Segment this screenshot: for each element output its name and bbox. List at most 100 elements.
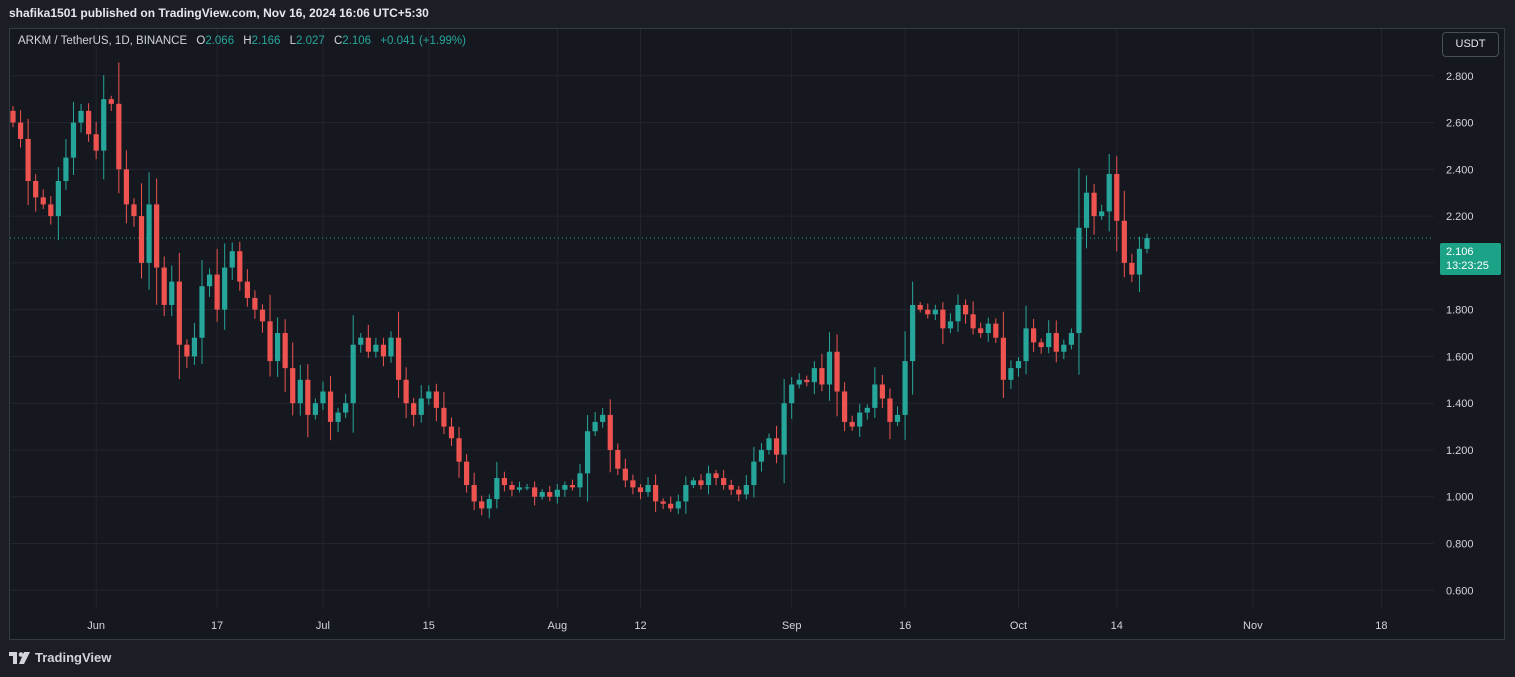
candle	[978, 322, 984, 338]
candle	[705, 465, 712, 495]
candle-body	[282, 333, 288, 369]
last-price-value: 2.106	[1446, 246, 1474, 258]
candle-body	[1008, 368, 1014, 380]
candle-body	[524, 487, 530, 489]
candle	[887, 388, 893, 440]
candle	[494, 462, 500, 509]
candle	[1129, 253, 1135, 283]
candle-body	[1091, 192, 1097, 217]
candle-body	[962, 304, 969, 315]
candle-body	[335, 412, 341, 422]
candle	[547, 485, 553, 502]
candle	[1046, 320, 1052, 354]
x-tick-label: Sep	[782, 620, 802, 632]
candle	[917, 302, 923, 313]
candle	[1031, 318, 1037, 352]
candle-body	[70, 122, 77, 158]
y-tick-label: 2.600	[1446, 118, 1474, 130]
candle-body	[758, 449, 765, 462]
candlestick-chart[interactable]: 0.6000.8001.0001.2001.4001.6001.8002.000…	[10, 29, 1504, 639]
candle-body	[275, 333, 281, 362]
candle-body	[1114, 174, 1120, 221]
chart-pane[interactable]: 0.6000.8001.0001.2001.4001.6001.8002.000…	[9, 28, 1505, 640]
candle	[925, 303, 931, 319]
x-tick-label: Jun	[87, 620, 105, 632]
candle	[456, 427, 462, 478]
candle	[1121, 190, 1127, 278]
candle	[985, 317, 991, 342]
candle-body	[229, 251, 235, 268]
candle	[108, 95, 114, 111]
candle-body	[154, 204, 160, 268]
candle-body	[872, 384, 878, 408]
candle-body	[259, 309, 266, 322]
candle	[433, 383, 439, 422]
candle-body	[1144, 238, 1150, 249]
candle	[123, 150, 129, 224]
close-value: 2.106	[342, 35, 372, 47]
candle	[857, 403, 863, 437]
candle	[532, 481, 538, 506]
close-label: C	[333, 35, 343, 47]
candle	[486, 494, 492, 519]
candle-body	[584, 431, 591, 474]
y-tick-label: 2.800	[1446, 71, 1474, 83]
symbol-label[interactable]: ARKM / TetherUS, 1D, BINANCE	[18, 35, 188, 47]
candle-body	[645, 485, 651, 493]
candle-body	[55, 181, 61, 217]
candle-body	[388, 337, 394, 357]
candle-body	[93, 134, 99, 151]
x-tick-label: Jul	[316, 620, 330, 632]
candle-body	[600, 414, 606, 422]
currency-button[interactable]: USDT	[1442, 32, 1499, 57]
candle-body	[910, 304, 916, 362]
y-tick-label: 0.600	[1446, 585, 1474, 597]
candle	[229, 242, 235, 280]
candle	[380, 337, 387, 367]
candle	[154, 178, 160, 305]
candle	[781, 379, 787, 484]
candle	[584, 415, 591, 502]
candle-body	[539, 492, 545, 497]
candle-body	[101, 99, 107, 151]
candle	[894, 406, 901, 426]
candle-body	[917, 304, 923, 310]
candle-body	[365, 337, 371, 352]
candle	[751, 446, 757, 498]
candle	[373, 337, 379, 358]
candle-body	[312, 403, 318, 415]
candle-body	[1046, 333, 1052, 348]
candle-body	[607, 414, 613, 450]
candle-body	[773, 438, 780, 455]
high-label: H	[243, 35, 252, 47]
candle-body	[343, 403, 349, 413]
candle-body	[161, 267, 167, 305]
tradingview-logo[interactable]: TradingView	[9, 650, 111, 665]
candle-body	[1083, 192, 1090, 228]
candle-body	[705, 473, 712, 486]
candle-body	[698, 480, 704, 486]
candle	[479, 495, 485, 516]
candle	[743, 475, 749, 500]
candle	[1114, 156, 1120, 252]
candle-body	[358, 337, 364, 345]
symbol-legend: ARKM / TetherUS, 1D, BINANCE O2.066 H2.1…	[18, 35, 466, 47]
candle	[758, 443, 765, 472]
candle	[365, 324, 371, 358]
candle-body	[464, 461, 470, 486]
candle	[343, 393, 349, 418]
candle-body	[214, 274, 220, 310]
candle	[1061, 339, 1067, 360]
y-tick-label: 1.000	[1446, 492, 1474, 504]
candle	[539, 489, 545, 500]
candle	[267, 294, 273, 377]
candle	[411, 397, 417, 427]
candle	[796, 373, 802, 389]
candle	[161, 256, 167, 317]
candle	[1136, 236, 1143, 292]
candle-body	[630, 480, 636, 488]
candle-body	[138, 216, 145, 263]
candle	[524, 483, 530, 491]
y-tick-label: 1.600	[1446, 351, 1474, 363]
candle-body	[509, 485, 515, 490]
